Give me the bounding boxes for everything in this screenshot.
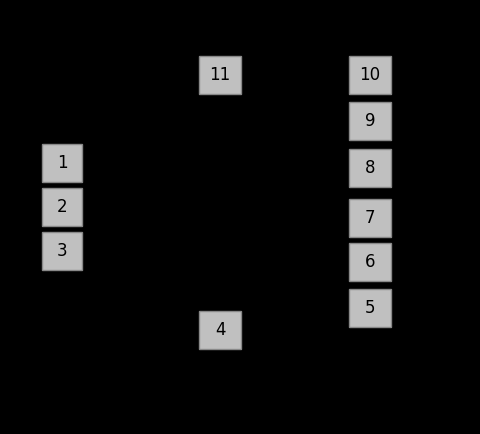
Bar [349,243,391,281]
Text: 2: 2 [57,198,67,216]
Text: 6: 6 [365,253,375,271]
Bar [42,232,82,270]
Text: 9: 9 [365,112,375,130]
Bar [349,102,391,140]
Bar [199,311,241,349]
Text: 1: 1 [57,154,67,172]
Text: 8: 8 [365,159,375,177]
Text: 3: 3 [57,242,67,260]
Bar [42,144,82,182]
Bar [349,289,391,327]
Bar [349,56,391,94]
Text: 10: 10 [360,66,381,84]
Text: 7: 7 [365,209,375,227]
Bar [199,56,241,94]
Text: 4: 4 [215,321,225,339]
Bar [42,188,82,226]
Text: 11: 11 [209,66,230,84]
Bar [349,199,391,237]
Bar [349,149,391,187]
Text: 5: 5 [365,299,375,317]
